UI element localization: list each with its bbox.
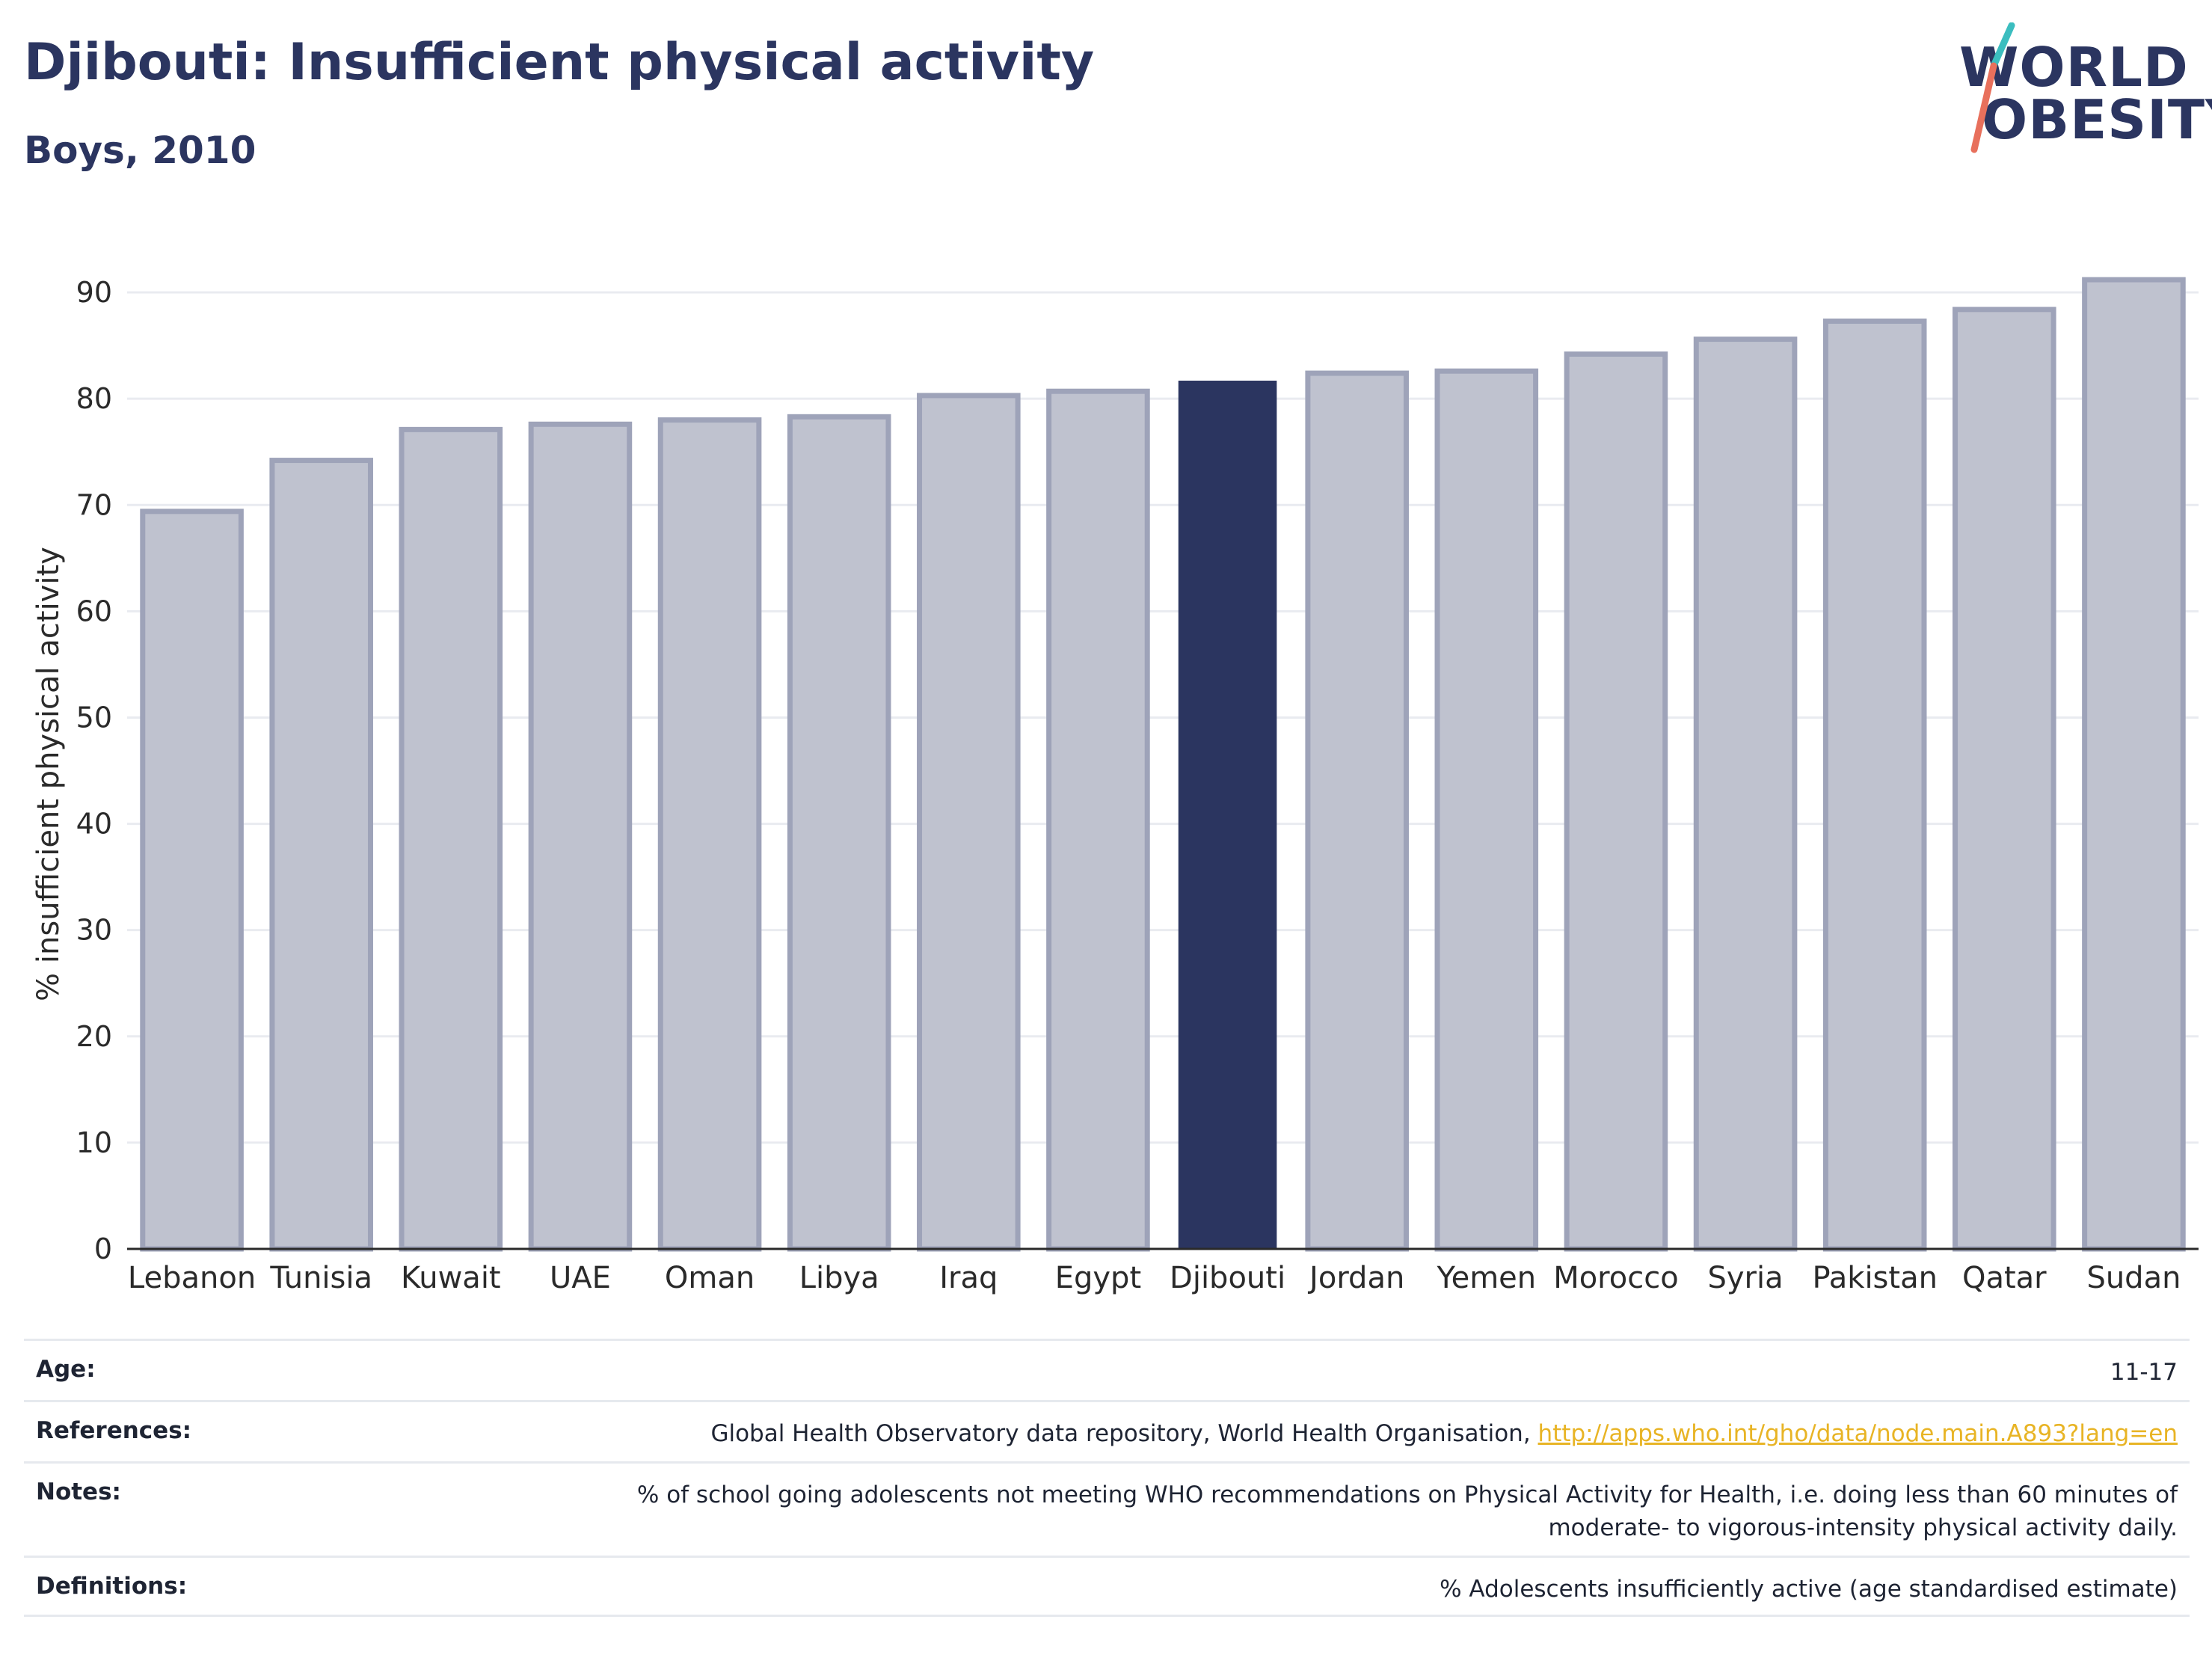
bar-egypt [1046, 388, 1150, 1252]
info-row-references: References: Global Health Observatory da… [24, 1400, 2190, 1461]
bar-chart: 0 10 20 30 40 50 60 70 80 90 Lebanon Tunisia Kuwait… [31, 276, 2199, 1295]
references-value: Global Health Observatory data repositor… [710, 1417, 2178, 1450]
bar-yemen [1434, 368, 1539, 1252]
page-title: Djibouti: Insufficient physical activity [24, 33, 1095, 92]
x-tick-label-oman: Oman [665, 1261, 755, 1295]
y-tick-label: 80 [76, 382, 112, 415]
logo-slash-icon [1970, 22, 2015, 153]
x-tick-label-lebanon: Lebanon [128, 1261, 256, 1295]
bar-morocco [1564, 351, 1668, 1252]
notes-value: % of school going adolescents not meetin… [636, 1481, 2178, 1541]
y-axis-ticks: 0 10 20 30 40 50 60 70 80 90 [76, 276, 112, 1265]
x-tick-label-qatar: Qatar [1962, 1261, 2047, 1295]
info-row-age: Age: 11-17 [24, 1339, 2190, 1400]
world-obesity-logo: WORLD OBESITY [1937, 22, 2212, 165]
age-value: 11-17 [2110, 1359, 2178, 1386]
y-tick-label: 30 [76, 914, 112, 947]
info-table: Age: 11-17 References: Global Health Obs… [24, 1339, 2190, 1617]
logo-line-2: OBESITY [1982, 88, 2212, 151]
bar-jordan [1305, 370, 1409, 1252]
y-tick-label: 0 [94, 1232, 112, 1265]
x-tick-label-sudan: Sudan [2086, 1261, 2181, 1295]
x-tick-label-uae: UAE [550, 1261, 611, 1295]
x-tick-label-morocco: Morocco [1553, 1261, 1678, 1295]
y-tick-label: 70 [76, 488, 112, 521]
age-label: Age: [36, 1356, 96, 1383]
bar-syria [1693, 337, 1798, 1252]
y-axis-title: % insufficient physical activity [31, 547, 66, 1001]
y-tick-label: 50 [76, 701, 112, 734]
bar-iraq [917, 393, 1021, 1252]
x-tick-label-libya: Libya [799, 1261, 879, 1295]
info-row-definitions: Definitions: % Adolescents insufficientl… [24, 1556, 2190, 1617]
x-tick-label-syria: Syria [1707, 1261, 1783, 1295]
bar-qatar [1953, 307, 2056, 1252]
x-tick-label-kuwait: Kuwait [401, 1261, 501, 1295]
bar-sudan [2082, 277, 2186, 1252]
x-tick-label-tunisia: Tunisia [269, 1261, 372, 1295]
info-row-notes: Notes: % of school going adolescents not… [24, 1461, 2190, 1556]
x-tick-label-egypt: Egypt [1055, 1261, 1141, 1295]
bars [140, 277, 2186, 1252]
bar-lebanon [140, 509, 244, 1252]
references-link[interactable]: http://apps.who.int/gho/data/node.main.A… [1537, 1420, 2178, 1447]
x-axis-labels: Lebanon Tunisia Kuwait UAE Oman Libya Iraq Egyp… [128, 1261, 2181, 1295]
bar-tunisia [269, 458, 373, 1252]
bar-pakistan [1822, 318, 1927, 1252]
page-subtitle: Boys, 2010 [24, 129, 256, 172]
y-tick-label: 40 [76, 808, 112, 841]
x-tick-label-iraq: Iraq [939, 1261, 998, 1295]
x-tick-label-djibouti: Djibouti [1170, 1261, 1285, 1295]
y-tick-label: 60 [76, 595, 112, 627]
x-tick-label-jordan: Jordan [1307, 1261, 1404, 1295]
bar-uae [528, 421, 633, 1252]
y-tick-label: 90 [76, 276, 112, 309]
x-tick-label-yemen: Yemen [1436, 1261, 1536, 1295]
y-tick-label: 10 [76, 1126, 112, 1159]
bar-kuwait [399, 426, 503, 1252]
x-tick-label-pakistan: Pakistan [1812, 1261, 1938, 1295]
bar-oman [657, 417, 762, 1252]
definitions-value: % Adolescents insufficiently active (age… [1440, 1576, 2178, 1603]
references-text: Global Health Observatory data repositor… [710, 1420, 1538, 1447]
references-label: References: [36, 1417, 192, 1444]
definitions-label: Definitions: [36, 1573, 188, 1600]
bar-libya [787, 414, 891, 1252]
bar-djibouti [1178, 381, 1277, 1249]
notes-label: Notes: [36, 1479, 121, 1505]
y-tick-label: 20 [76, 1020, 112, 1053]
